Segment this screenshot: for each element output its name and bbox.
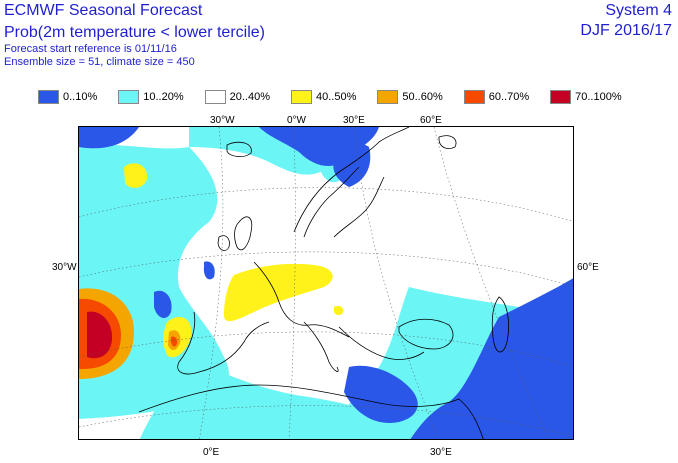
tick-bottom-0e: 0°E xyxy=(203,447,220,458)
graticule-parallel xyxy=(79,187,573,222)
legend-label: 70..100% xyxy=(575,91,622,103)
forecast-title: ECMWF Seasonal Forecast xyxy=(4,2,203,19)
legend-label: 10..20% xyxy=(143,91,184,103)
legend-item: 20..40% xyxy=(204,90,270,104)
med-cyan xyxy=(139,357,379,439)
legend-item: 0..10% xyxy=(38,90,97,104)
legend-item: 70..100% xyxy=(550,90,622,104)
ensemble-size: Ensemble size = 51, climate size = 450 xyxy=(4,56,195,68)
system-label: System 4 xyxy=(605,2,672,19)
hotspot-darkred xyxy=(87,311,113,359)
graticule xyxy=(79,127,573,439)
legend-swatch xyxy=(118,90,140,104)
legend-label: 0..10% xyxy=(63,91,98,103)
coast-ireland xyxy=(217,235,230,251)
legend-swatch xyxy=(550,90,572,104)
legend-swatch xyxy=(377,90,399,104)
coast-black-sea xyxy=(398,318,454,350)
eastern-blue xyxy=(410,278,573,439)
probability-legend: 0..10% 10..20% 20..40% 40..50% 50..60% 6… xyxy=(38,90,643,104)
legend-item: 60..70% xyxy=(463,90,530,104)
atlantic-blue-spot-2 xyxy=(203,261,215,280)
coast-norway xyxy=(303,166,360,238)
adriatic-yellow xyxy=(333,305,344,316)
coast-arctic-islands xyxy=(438,135,457,149)
turkey-blue xyxy=(344,365,418,423)
graticule-parallel xyxy=(79,405,573,437)
legend-swatch xyxy=(38,90,59,104)
tick-bottom-30e: 30°E xyxy=(430,447,452,458)
coast-italy xyxy=(303,321,339,372)
atlantic-blue-spot xyxy=(154,290,172,319)
central-europe-yellow xyxy=(224,263,333,322)
north-blue xyxy=(79,127,139,149)
legend-label: 20..40% xyxy=(229,91,270,103)
map-canvas xyxy=(79,127,573,439)
tick-top-60e: 60°E xyxy=(420,115,442,126)
coast-caspian xyxy=(491,296,509,353)
legend-label: 50..60% xyxy=(402,91,443,103)
forecast-map xyxy=(78,126,574,440)
coast-western-europe xyxy=(253,261,350,338)
legend-swatch xyxy=(204,90,226,104)
coast-baltic xyxy=(333,176,385,238)
period-label: DJF 2016/17 xyxy=(580,22,672,39)
coast-scandinavia xyxy=(293,127,410,233)
graticule-meridian xyxy=(433,127,549,439)
start-reference: Forecast start reference is 01/11/16 xyxy=(4,43,177,55)
coast-balkans xyxy=(338,326,425,360)
coastlines xyxy=(138,127,509,439)
legend-item: 10..20% xyxy=(118,90,184,104)
coast-iceland xyxy=(226,141,252,157)
blue-regions xyxy=(79,127,573,439)
legend-swatch xyxy=(463,90,485,104)
legend-label: 40..50% xyxy=(316,91,357,103)
legend-swatch xyxy=(291,90,312,104)
tick-top-30e: 30°E xyxy=(343,115,365,126)
tick-left-30w: 30°W xyxy=(52,262,77,273)
legend-item: 40..50% xyxy=(291,90,356,104)
legend-item: 50..60% xyxy=(377,90,443,104)
coast-middle-east xyxy=(458,398,484,439)
scandinavia-blue xyxy=(333,142,371,187)
iberia-red xyxy=(171,336,178,347)
coast-iberia xyxy=(177,311,270,375)
coast-north-africa xyxy=(138,384,460,413)
coast-uk xyxy=(234,216,253,251)
atlantic-yellow xyxy=(124,163,148,188)
tick-top-0w: 0°W xyxy=(287,115,306,126)
tick-right-60e: 60°E xyxy=(577,262,599,273)
legend-label: 60..70% xyxy=(488,91,530,103)
forecast-subtitle: Prob(2m temperature < lower tercile) xyxy=(4,24,265,41)
tick-top-30w: 30°W xyxy=(210,115,235,126)
